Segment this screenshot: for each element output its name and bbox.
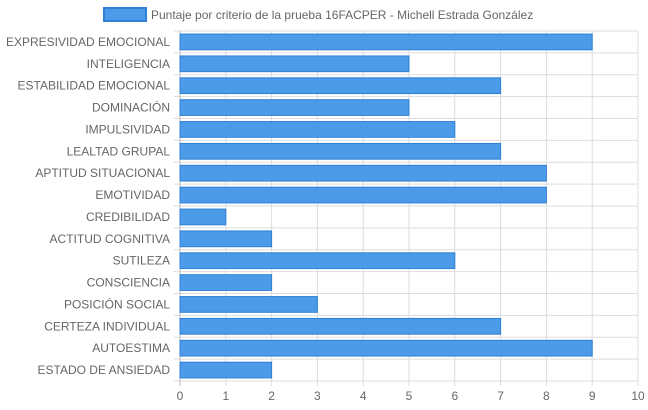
category-label: INTELIGENCIA	[87, 57, 170, 71]
bar[interactable]	[179, 339, 593, 357]
category-label: POSICIÓN SOCIAL	[64, 296, 170, 311]
category-label: SUTILEZA	[113, 254, 170, 268]
bar[interactable]	[179, 230, 273, 248]
bar[interactable]	[179, 361, 273, 379]
legend-swatch	[103, 7, 147, 22]
category-label: CONSCIENCIA	[87, 276, 170, 290]
bar[interactable]	[179, 164, 547, 182]
bar[interactable]	[179, 186, 547, 204]
bar[interactable]	[179, 274, 273, 291]
legend[interactable]: Puntaje por criterio de la prueba 16FACP…	[103, 7, 533, 22]
bars	[179, 33, 593, 379]
x-tick-label: 9	[589, 389, 596, 403]
x-tick-label: 8	[543, 389, 550, 403]
bar[interactable]	[179, 142, 502, 160]
category-label: CREDIBILIDAD	[86, 210, 170, 224]
x-tick-label: 6	[451, 389, 458, 403]
x-tick-label: 3	[314, 389, 321, 403]
bar[interactable]	[179, 252, 456, 270]
bar[interactable]	[179, 55, 410, 73]
bar[interactable]	[179, 296, 318, 313]
x-tick-label: 10	[631, 389, 645, 403]
x-axis-tick-labels: 0 1 2 3 4 5 6 7 8 9 10	[177, 389, 645, 403]
legend-label: Puntaje por criterio de la prueba 16FACP…	[151, 8, 533, 22]
x-tick-label: 4	[360, 389, 367, 403]
category-label: ACTITUD COGNITIVA	[50, 232, 170, 246]
bar[interactable]	[179, 99, 410, 116]
bar[interactable]	[179, 33, 593, 51]
category-label: ESTABILIDAD EMOCIONAL	[18, 79, 171, 93]
category-label: IMPULSIVIDAD	[85, 122, 170, 136]
x-tick-label: 1	[222, 389, 229, 403]
bar[interactable]	[179, 121, 456, 138]
category-labels: EXPRESIVIDAD EMOCIONAL INTELIGENCIA ESTABI…	[6, 35, 170, 377]
category-label: CERTEZA INDIVIDUAL	[44, 319, 170, 333]
bar[interactable]	[179, 317, 502, 335]
category-label: AUTOESTIMA	[92, 341, 170, 355]
bar[interactable]	[179, 77, 502, 95]
category-label: APTITUD SITUACIONAL	[35, 166, 170, 180]
x-tick-label: 2	[268, 389, 275, 403]
bar[interactable]	[179, 208, 227, 226]
category-label: EXPRESIVIDAD EMOCIONAL	[6, 35, 170, 49]
x-tick-label: 5	[406, 389, 413, 403]
category-label: ESTADO DE ANSIEDAD	[38, 363, 171, 377]
x-tick-label: 7	[497, 389, 504, 403]
category-label: EMOTIVIDAD	[95, 188, 170, 202]
category-label: DOMINACIÓN	[92, 100, 170, 115]
category-label: LEALTAD GRUPAL	[67, 144, 171, 158]
x-tick-label: 0	[177, 389, 184, 403]
